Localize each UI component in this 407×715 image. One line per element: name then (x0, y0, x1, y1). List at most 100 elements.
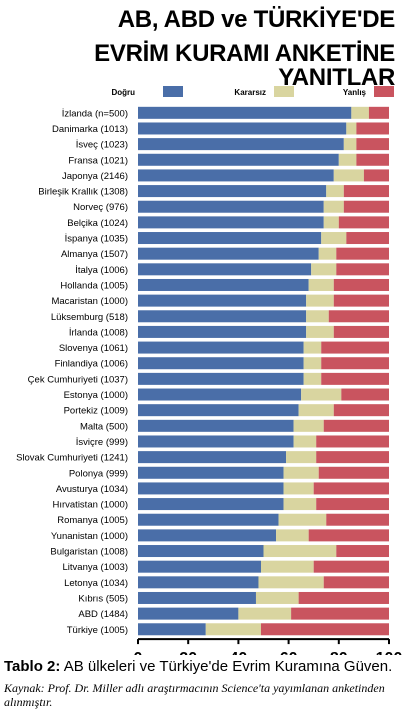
legend-swatch (374, 86, 394, 97)
legend-swatch (274, 86, 294, 97)
category-label: Romanya (1005) (57, 515, 128, 526)
category-label: Türkiye (1005) (67, 625, 128, 636)
category-label: Danimarka (1013) (52, 124, 128, 135)
bar-segment (260, 560, 314, 573)
bar-segment (138, 498, 284, 511)
bar-segment (138, 232, 322, 245)
bar-segment (356, 138, 389, 151)
bar-segment (260, 623, 389, 636)
category-label: Bulgaristan (1008) (50, 547, 128, 558)
bar-segment (138, 153, 339, 166)
bar-segment (276, 529, 309, 542)
bar-segment (333, 278, 389, 291)
bar-segment (308, 278, 334, 291)
category-label: Slovenya (1061) (59, 343, 128, 354)
category-label: İsveç (1023) (76, 140, 128, 151)
bar-segment (313, 482, 389, 495)
x-tick-label: 20 (179, 650, 197, 655)
source-note: Kaynak: Prof. Dr. Miller adlı araştırmac… (4, 681, 385, 709)
bar-segment (283, 466, 319, 479)
category-label: Norveç (976) (73, 202, 128, 213)
category-label: Letonya (1034) (64, 578, 128, 589)
x-tick-label: 100 (376, 650, 403, 655)
legend-swatch (163, 86, 183, 97)
bar-segment (346, 122, 357, 135)
bar-segment (323, 216, 339, 229)
x-tick-label: 40 (230, 650, 248, 655)
bar-segment (321, 372, 389, 385)
category-label: Kıbrıs (505) (78, 593, 128, 604)
chart-title-line-2: EVRİM KURAMI ANKETİNE YANITLAR (94, 40, 395, 91)
bar-segment (328, 310, 389, 323)
category-label: Birleşik Krallık (1308) (38, 187, 128, 198)
bar-segment (138, 263, 312, 276)
bar-segment (306, 325, 334, 338)
bar-segment (138, 388, 302, 401)
bar-segment (318, 247, 337, 260)
bar-segment (138, 310, 307, 323)
bar-segment (263, 545, 337, 558)
bar-segment (321, 357, 389, 370)
bar-segment (323, 419, 389, 432)
bar-segment (138, 560, 261, 573)
category-label: Macaristan (1000) (51, 296, 128, 307)
bar-segment (338, 216, 389, 229)
bar-segment (138, 138, 344, 151)
bar-segment (138, 200, 324, 213)
bar-segment (138, 216, 324, 229)
bar-segment (363, 169, 389, 182)
category-label: İsviçre (999) (76, 437, 128, 448)
bar-segment (316, 435, 389, 448)
bar-segment (138, 404, 299, 417)
table-caption: Tablo 2: AB ülkeleri ve Türkiye'de Evrim… (4, 658, 392, 675)
category-label: İtalya (1006) (75, 265, 128, 276)
bar-segment (303, 341, 322, 354)
bar-segment (301, 388, 342, 401)
bar-segment (138, 591, 256, 604)
category-label: Hollanda (1005) (60, 280, 128, 291)
bar-segment (138, 419, 294, 432)
bar-segment (293, 435, 317, 448)
bar-segment (138, 122, 347, 135)
bar-segment (138, 325, 307, 338)
category-label: Belçika (1024) (67, 218, 128, 229)
bar-segment (138, 623, 206, 636)
bar-segment (326, 513, 389, 526)
bar-segment (138, 106, 352, 119)
bar-segment (333, 404, 389, 417)
bar-segment (258, 576, 324, 589)
bar-segment (303, 357, 322, 370)
bar-segment (333, 294, 389, 307)
caption-text: AB ülkeleri ve Türkiye'de Evrim Kuramına… (60, 658, 393, 675)
bar-segment (138, 185, 327, 198)
category-label: Fransa (1021) (68, 155, 128, 166)
bar-segment (346, 232, 389, 245)
category-label: ABD (1484) (78, 609, 128, 620)
bar-segment (138, 294, 307, 307)
bar-segment (343, 185, 389, 198)
bar-segment (343, 200, 389, 213)
bar-segment (368, 106, 389, 119)
chart-title-line-1: AB, ABD ve TÜRKİYE'DE (117, 6, 396, 33)
bar-segment (138, 278, 309, 291)
category-label: Portekiz (1009) (64, 406, 128, 417)
bar-segment (293, 419, 324, 432)
bar-segment (323, 576, 389, 589)
category-label: Malta (500) (80, 421, 128, 432)
bar-segment (238, 607, 292, 620)
bar-segment (356, 153, 389, 166)
bar-segment (205, 623, 261, 636)
bar-segment (138, 435, 294, 448)
bar-segment (333, 325, 389, 338)
bar-segment (351, 106, 369, 119)
bar-segment (138, 466, 284, 479)
bar-segment (138, 247, 319, 260)
bar-segment (326, 185, 344, 198)
category-label: Avusturya (1034) (56, 484, 128, 495)
bar-segment (283, 482, 314, 495)
category-label: Finlandiya (1006) (55, 359, 128, 370)
category-label: Lüksemburg (518) (51, 312, 128, 323)
bar-segment (336, 263, 389, 276)
bar-segment (291, 607, 389, 620)
category-label: Almanya (1507) (61, 249, 128, 260)
